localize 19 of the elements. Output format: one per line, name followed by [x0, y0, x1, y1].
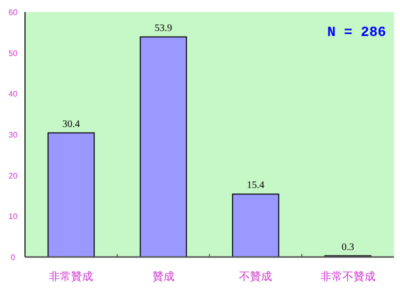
- x-tick-label: 不贊成: [239, 270, 272, 283]
- y-tick-label: 30: [8, 130, 18, 140]
- y-tick-label: 60: [8, 8, 18, 17]
- annotation: N = 286: [327, 25, 386, 41]
- y-tick-label: 10: [8, 212, 18, 222]
- bar: [48, 132, 95, 258]
- y-tick-label: 40: [8, 90, 18, 99]
- data-label: 15.4: [246, 180, 264, 192]
- bar: [232, 194, 280, 258]
- x-tick-label: 非常贊成: [49, 270, 94, 283]
- data-label: 0.3: [342, 242, 354, 253]
- data-label: 30.4: [62, 118, 80, 130]
- y-tick-label: 50: [8, 48, 18, 58]
- y-tick-label: 20: [8, 171, 18, 180]
- x-tick-label: 贊成: [152, 270, 174, 283]
- x-tick-label: 非常不贊成: [320, 270, 376, 283]
- y-tick-label: 0: [10, 253, 16, 262]
- bar: [140, 36, 187, 258]
- data-label: 53.9: [154, 22, 172, 34]
